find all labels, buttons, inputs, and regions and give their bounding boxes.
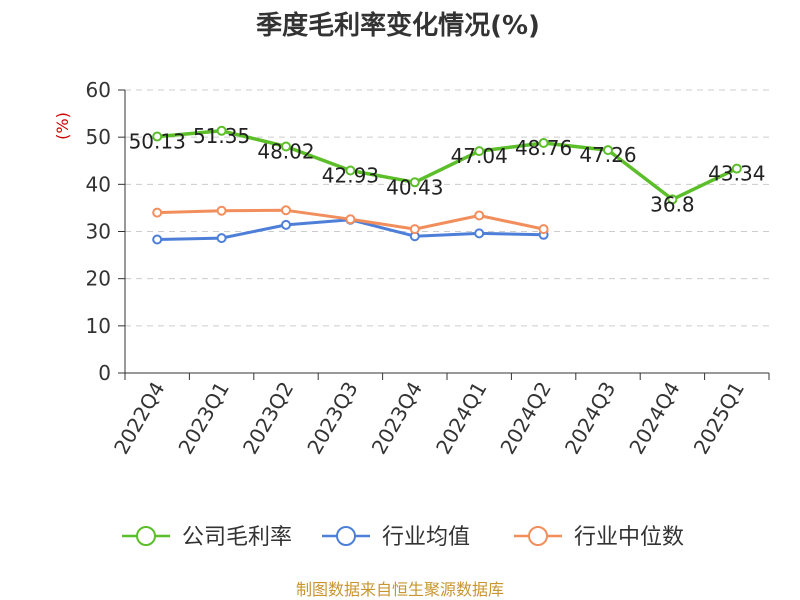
- legend: 公司毛利率 行业均值 行业中位数: [122, 525, 684, 550]
- legend-label: 公司毛利率: [182, 525, 292, 550]
- legend-swatch-marker: [136, 526, 156, 546]
- x-tick-label: 2024Q2: [495, 378, 555, 459]
- series-lines: [152, 125, 742, 245]
- legend-swatch-marker: [528, 526, 548, 546]
- y-tick-label: 0: [98, 361, 111, 385]
- x-tick-label: 2024Q1: [431, 378, 491, 459]
- data-label: 48.02: [257, 140, 314, 164]
- y-tick-label: 50: [86, 125, 111, 149]
- data-label: 51.35: [193, 124, 250, 148]
- data-point: [731, 163, 742, 174]
- data-point: [216, 205, 227, 216]
- x-tick-label: 2023Q3: [302, 378, 362, 459]
- y-tick-label: 60: [86, 78, 111, 102]
- y-tick-label: 20: [86, 267, 111, 291]
- legend-swatch-marker: [336, 526, 356, 546]
- source-note: 制图数据来自恒生聚源数据库: [296, 580, 504, 599]
- legend-label: 行业中位数: [574, 525, 684, 550]
- data-point: [152, 131, 163, 142]
- y-tick-label: 10: [86, 314, 111, 338]
- data-point: [216, 125, 227, 136]
- y-tick-label: 40: [86, 172, 111, 196]
- x-tick-label: 2024Q4: [624, 378, 684, 459]
- chart-title: 季度毛利率变化情况(%): [256, 10, 540, 41]
- x-tick-label: 2024Q3: [560, 378, 620, 459]
- series-line: [155, 129, 739, 202]
- y-tick-label: 30: [86, 220, 111, 244]
- x-tick-label: 2023Q1: [173, 378, 233, 459]
- data-label: 48.76: [515, 136, 572, 160]
- data-point: [281, 219, 291, 230]
- data-point: [603, 145, 613, 156]
- data-label: 47.04: [451, 144, 508, 168]
- data-point: [409, 177, 420, 188]
- data-label: 40.43: [386, 175, 443, 199]
- data-point: [409, 224, 420, 235]
- data-point: [281, 141, 291, 152]
- data-point: [667, 194, 678, 205]
- data-point: [474, 228, 485, 239]
- data-label: 43.34: [708, 162, 765, 186]
- data-label: 50.13: [129, 130, 186, 154]
- data-labels: 50.13 51.35 48.02 42.93 40.43 47.04 48.76 47.26…: [129, 124, 766, 217]
- data-point: [538, 138, 549, 149]
- data-point: [345, 214, 356, 225]
- x-tick-label: 2025Q1: [689, 378, 749, 459]
- x-tick-label: 2022Q4: [109, 378, 169, 459]
- data-label: 42.93: [322, 164, 379, 188]
- data-label: 36.8: [650, 192, 695, 216]
- legend-label: 行业均值: [382, 525, 470, 550]
- gridlines: [125, 89, 769, 327]
- data-point: [216, 233, 227, 244]
- x-tick-label: 2023Q2: [238, 378, 298, 459]
- data-point: [474, 146, 485, 157]
- data-point: [345, 165, 356, 176]
- y-axis-label: (%): [53, 112, 72, 140]
- data-point: [474, 210, 485, 221]
- data-point: [281, 205, 291, 216]
- data-point: [152, 234, 163, 245]
- data-point: [538, 224, 549, 235]
- data-label: 47.26: [579, 143, 636, 167]
- x-tick-label: 2023Q4: [367, 378, 427, 459]
- data-point: [152, 207, 163, 218]
